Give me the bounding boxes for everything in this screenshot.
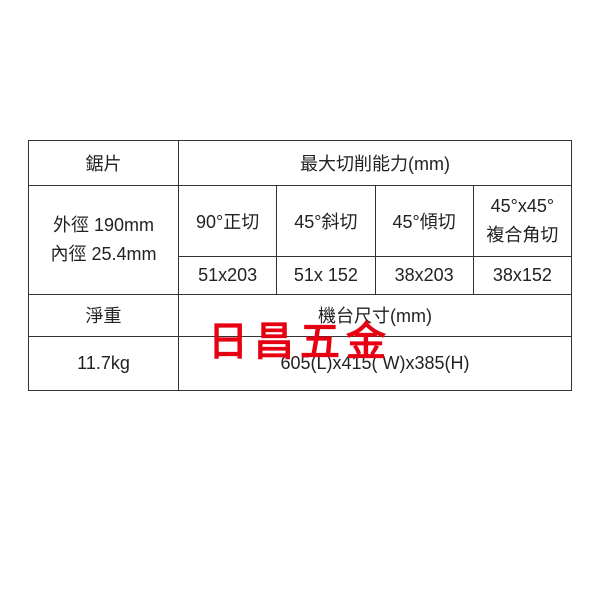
cell-val-compound: 38x152 bbox=[473, 256, 571, 294]
cell-blade-dia: 外徑 190mm 內徑 25.4mm bbox=[29, 186, 179, 295]
cell-cut-compound: 45°x45° 複合角切 bbox=[473, 186, 571, 257]
table-row: 鋸片 最大切削能力(mm) bbox=[29, 141, 572, 186]
cell-cut-45-bevel: 45°傾切 bbox=[375, 186, 473, 257]
cell-val-45bevel: 38x203 bbox=[375, 256, 473, 294]
spec-table-wrapper: 鋸片 最大切削能力(mm) 外徑 190mm 內徑 25.4mm 90°正切 4… bbox=[28, 140, 572, 391]
cell-val-90: 51x203 bbox=[179, 256, 277, 294]
cell-cut-90: 90°正切 bbox=[179, 186, 277, 257]
watermark-text: 日昌五金 bbox=[28, 309, 572, 367]
outer-dia-line: 外徑 190mm bbox=[31, 211, 176, 240]
compound-line2: 複合角切 bbox=[476, 221, 569, 250]
table-row: 外徑 190mm 內徑 25.4mm 90°正切 45°斜切 45°傾切 45°… bbox=[29, 186, 572, 257]
inner-dia-line: 內徑 25.4mm bbox=[31, 240, 176, 269]
cell-cut-45-miter: 45°斜切 bbox=[277, 186, 375, 257]
cell-val-45miter: 51x 152 bbox=[277, 256, 375, 294]
cell-blade-label: 鋸片 bbox=[29, 141, 179, 186]
cell-capacity-header: 最大切削能力(mm) bbox=[179, 141, 572, 186]
compound-line1: 45°x45° bbox=[476, 192, 569, 221]
